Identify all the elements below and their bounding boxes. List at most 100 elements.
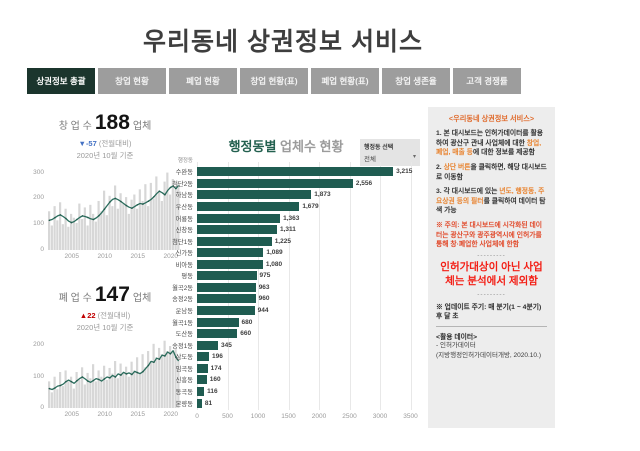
bar-label: 우산동 <box>175 203 193 211</box>
bar-value: 116 <box>207 387 218 395</box>
bar-수완동[interactable] <box>197 167 394 177</box>
gridline <box>349 162 351 410</box>
kpi-closure-delta-note: (전월대비) <box>97 311 131 320</box>
data-source-item: - 인허가데이터 <box>436 342 476 350</box>
bar-row-첨단2동: 첨단2동 2,556 <box>150 178 422 190</box>
bar-월곡2동[interactable] <box>197 282 256 292</box>
dong-filter-value[interactable]: ▾ 전체 <box>364 153 416 163</box>
bar-임곡동[interactable] <box>197 363 208 373</box>
bar-label: 신흥동 <box>175 377 193 385</box>
y-axis-tick: 0 <box>40 404 44 411</box>
bar-평동[interactable] <box>197 271 257 281</box>
bar-row-송정2동: 송정2동 960 <box>150 293 422 305</box>
bar-value: 1,225 <box>274 237 291 245</box>
bar-value: 3,215 <box>396 168 413 176</box>
kpi-startup-value: 188 <box>94 111 130 134</box>
closure-trend-plot[interactable] <box>48 336 180 408</box>
gridline <box>288 162 290 410</box>
y-axis-tick: 100 <box>33 372 44 380</box>
kpi-startup-label: 창 업 수 <box>58 121 92 132</box>
bar-운남동[interactable] <box>197 306 255 316</box>
x-axis-tick: 2020 <box>163 253 178 260</box>
tab-2[interactable]: 창업 현황 <box>98 68 166 94</box>
bar-신가동[interactable] <box>197 248 264 258</box>
kpi-closure: 폐 업 수 147 업체 ▲22 (전월대비) 2020년 10월 기준 <box>28 284 182 333</box>
x-axis-tick: 500 <box>222 413 233 420</box>
bar-송정2동[interactable] <box>197 294 256 304</box>
bar-송정1동[interactable] <box>197 340 218 350</box>
bar-value: 1,679 <box>302 202 319 210</box>
bar-value: 1,089 <box>266 249 283 257</box>
bar-월곡1동[interactable] <box>197 317 239 327</box>
kpi-startup: 창 업 수 188 업체 ▼-57 (전월대비) 2020년 10월 기준 <box>28 112 182 161</box>
bar-value: 960 <box>258 295 270 303</box>
bar-row-평동: 평동 975 <box>150 270 422 282</box>
tab-6[interactable]: 창업 생존율 <box>382 68 450 94</box>
bar-신창동[interactable] <box>197 225 277 235</box>
bar-value: 944 <box>257 307 269 315</box>
x-axis-tick: 2500 <box>342 413 357 420</box>
bar-비아동[interactable] <box>197 259 263 269</box>
bar-value: 1,873 <box>314 191 331 199</box>
x-axis-tick: 1500 <box>281 413 296 420</box>
kpi-closure-label: 폐 업 수 <box>58 293 92 304</box>
dong-filter-selected: 전체 <box>364 156 376 163</box>
bar-row-운남동: 운남동 944 <box>150 305 422 317</box>
x-axis-tick: 3000 <box>372 413 388 420</box>
tab-5[interactable]: 폐업 현황(표) <box>311 68 379 94</box>
bar-label: 하남동 <box>175 192 193 200</box>
dropdown-caret-icon: ▾ <box>412 154 416 160</box>
bar-신흥동[interactable] <box>197 375 207 385</box>
info-note-2: 2. 상단 버튼을 클릭하면, 해당 대시보드로 이동함 <box>436 163 547 181</box>
tab-1[interactable]: 상권정보 총괄 <box>27 68 95 94</box>
bar-chart-title: 행정동별 업체수 현황 <box>150 136 422 155</box>
bar-도산동[interactable] <box>197 329 238 339</box>
startup-trend-plot[interactable] <box>48 170 180 250</box>
bar-value: 963 <box>258 283 270 291</box>
x-axis-tick: 2010 <box>97 411 112 418</box>
kpi-closure-line: 폐 업 수 147 업체 <box>28 284 182 310</box>
info-panel-title: <우리동네 상권정보 서비스> <box>448 114 535 123</box>
dong-filter-label: 행정동 선택 <box>364 145 394 151</box>
bar-row-동곡동: 동곡동 116 <box>150 386 422 398</box>
bar-row-도산동: 도산동 660 <box>150 328 422 340</box>
tab-4[interactable]: 창업 현황(표) <box>240 68 308 94</box>
bar-우산동[interactable] <box>197 201 300 211</box>
gridline <box>380 162 381 410</box>
kpi-startup-asof: 2020년 10월 기준 <box>76 151 134 160</box>
bar-동곡동[interactable] <box>197 386 205 396</box>
bar-row-삼도동: 삼도동 196 <box>150 351 422 363</box>
bar-어룡동[interactable] <box>197 213 281 223</box>
bar-value: 196 <box>212 353 223 361</box>
bar-row-수완동: 수완동 3,215 <box>150 166 422 178</box>
bar-본량동[interactable] <box>197 398 202 408</box>
bar-첨단1동[interactable] <box>197 236 272 246</box>
dong-bar-chart: 수완동 3,215 첨단2동 2,556 하남동 1,873 우산동 1,679 어룡동 1,36… <box>150 162 422 428</box>
x-axis-tick: 2010 <box>97 253 112 260</box>
dong-filter-dropdown[interactable]: 행정동 선택 ▾ 전체 <box>360 139 420 166</box>
bar-label: 송정2동 <box>172 296 193 304</box>
kpi-startup-delta-note: (전월대비) <box>98 139 132 148</box>
kpi-closure-unit: 업체 <box>132 293 152 304</box>
bar-label: 평동 <box>181 273 193 281</box>
info-note-3: 3. 각 대시보드에 있는 년도, 행정동, 주요상권 등의 필터를 클릭하여 … <box>436 188 546 215</box>
bar-row-하남동: 하남동 1,873 <box>150 189 422 201</box>
caution-note: ※ 주의: 본 대시보드에 시각화된 데이터는 광산구와 광주광역시에 인허가를… <box>436 222 543 249</box>
bar-label: 동곡동 <box>175 388 193 396</box>
bar-label: 수완동 <box>175 169 193 177</box>
tab-7[interactable]: 고객 경쟁률 <box>453 68 521 94</box>
kpi-startup-delta: ▼-57 <box>78 139 97 148</box>
bar-첨단2동[interactable] <box>197 178 353 188</box>
bar-label: 임곡동 <box>175 365 193 373</box>
bar-value: 1,311 <box>280 226 296 234</box>
gridline <box>319 162 320 410</box>
bar-value: 81 <box>204 399 213 407</box>
bar-row-비아동: 비아동 1,080 <box>150 259 422 271</box>
bar-label: 도산동 <box>175 331 193 339</box>
panel-divider <box>436 326 547 328</box>
bar-삼도동[interactable] <box>197 352 209 362</box>
bar-label: 비아동 <box>175 261 193 269</box>
tab-3[interactable]: 폐업 현황 <box>169 68 237 94</box>
bar-value: 2,556 <box>355 179 373 187</box>
bar-하남동[interactable] <box>197 190 312 200</box>
